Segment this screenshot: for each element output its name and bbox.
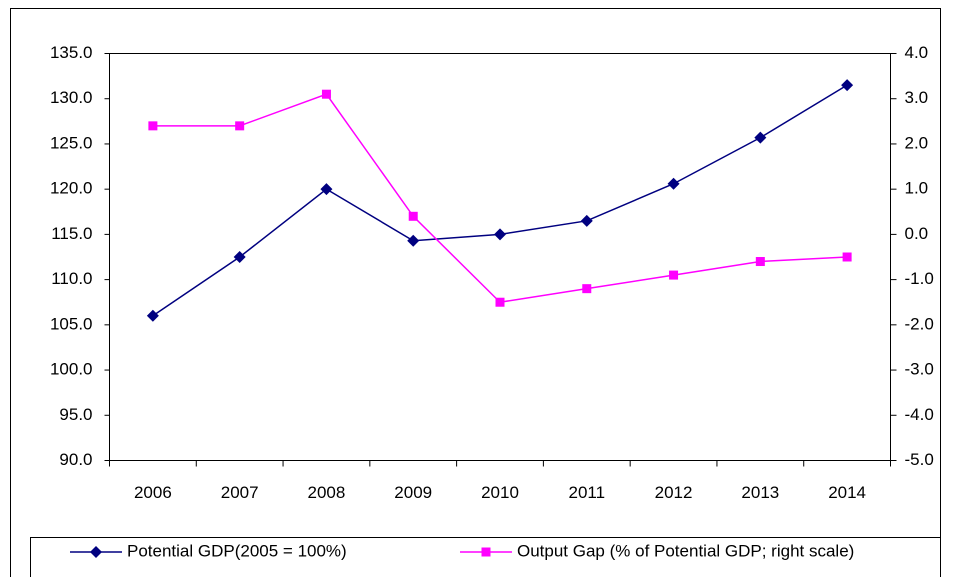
y-tick-label: 125.0 bbox=[50, 133, 93, 152]
x-tick-label: 2013 bbox=[741, 483, 779, 502]
y-tick-label: 135.0 bbox=[50, 43, 93, 62]
x-tick-label: 2009 bbox=[394, 483, 432, 502]
point bbox=[320, 183, 333, 196]
y-tick-label: 90.0 bbox=[59, 450, 92, 469]
x-tick-label: 2010 bbox=[481, 483, 519, 502]
y2-tick-label: 3.0 bbox=[905, 88, 929, 107]
legend-marker bbox=[90, 546, 102, 558]
point bbox=[580, 214, 593, 227]
point bbox=[669, 270, 679, 280]
y-tick-label: 95.0 bbox=[59, 405, 92, 424]
point bbox=[321, 89, 331, 99]
point bbox=[495, 297, 505, 307]
point bbox=[755, 257, 765, 267]
legend-label: Potential GDP(2005 = 100%) bbox=[127, 541, 347, 560]
y2-tick-label: -2.0 bbox=[905, 314, 934, 333]
y2-tick-label: -3.0 bbox=[905, 360, 934, 379]
x-tick-label: 2008 bbox=[308, 483, 346, 502]
x-tick-label: 2006 bbox=[134, 483, 172, 502]
x-tick-label: 2011 bbox=[568, 483, 605, 502]
y2-tick-label: 4.0 bbox=[905, 43, 929, 62]
y2-tick-label: -1.0 bbox=[905, 269, 934, 288]
x-tick-label: 2014 bbox=[828, 483, 866, 502]
point bbox=[407, 234, 420, 247]
point bbox=[582, 284, 592, 294]
point bbox=[408, 211, 418, 221]
point bbox=[233, 251, 246, 263]
y2-tick-label: -5.0 bbox=[905, 450, 934, 469]
point bbox=[148, 121, 158, 131]
point bbox=[841, 79, 854, 92]
chart-frame bbox=[10, 8, 941, 577]
point bbox=[235, 121, 245, 131]
point bbox=[754, 131, 767, 144]
y2-tick-label: -4.0 bbox=[905, 405, 934, 424]
point bbox=[494, 228, 506, 241]
point bbox=[146, 309, 159, 322]
legend-box bbox=[30, 537, 941, 577]
y2-tick-label: 0.0 bbox=[905, 224, 929, 243]
point bbox=[667, 177, 680, 190]
legend-label: Output Gap (% of Potential GDP; right sc… bbox=[517, 541, 854, 560]
y-tick-label: 100.0 bbox=[50, 360, 93, 379]
y-tick-label: 105.0 bbox=[50, 314, 93, 333]
x-tick-label: 2007 bbox=[221, 483, 259, 502]
point bbox=[842, 252, 852, 262]
x-tick-label: 2012 bbox=[655, 483, 693, 502]
y2-tick-label: 1.0 bbox=[905, 179, 929, 198]
y-tick-label: 110.0 bbox=[51, 269, 92, 288]
y2-tick-label: 2.0 bbox=[905, 133, 929, 152]
plot-area bbox=[109, 53, 891, 461]
y-tick-label: 115.0 bbox=[51, 224, 92, 243]
legend-marker bbox=[481, 547, 491, 557]
y-tick-label: 120.0 bbox=[50, 179, 93, 198]
y-tick-label: 130.0 bbox=[50, 88, 93, 107]
